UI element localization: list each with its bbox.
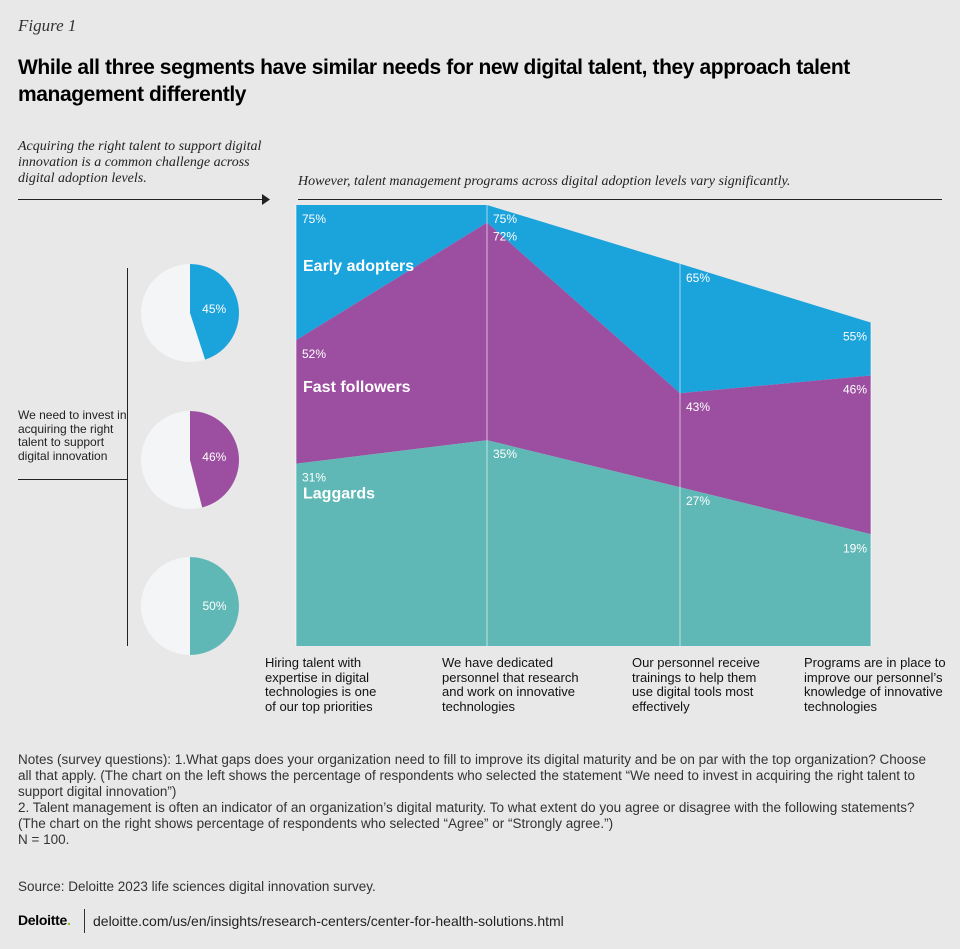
pie-statement: We need to invest in acquiring the right… xyxy=(18,408,127,463)
area-value-label: 43% xyxy=(686,400,710,414)
area-value-label: 55% xyxy=(843,330,867,344)
area-value-label: 75% xyxy=(302,212,326,226)
area-band-early-adopters xyxy=(296,205,871,394)
area-value-label: 31% xyxy=(302,471,326,485)
series-name-label: Fast followers xyxy=(303,379,411,396)
pie-laggards: 50% xyxy=(141,557,239,655)
pie-value-label: 45% xyxy=(202,302,226,316)
series-name-label: Early adopters xyxy=(303,258,414,275)
pie-bracket-line xyxy=(127,268,128,646)
pie-value-label: 46% xyxy=(202,450,226,464)
arrow-right-icon xyxy=(262,194,270,205)
chart-title: While all three segments have similar ne… xyxy=(18,56,850,106)
area-value-label: 27% xyxy=(686,494,710,508)
pie-charts: 45% 46% 50% xyxy=(141,264,240,655)
left-intro-text: Acquiring the right talent to support di… xyxy=(18,139,262,186)
logo-text: Deloitte xyxy=(18,912,67,928)
left-intro-rule xyxy=(18,199,268,200)
note-1: Notes (survey questions): 1.What gaps do… xyxy=(18,752,927,799)
x-category-label: Hiring talent with expertise in digital … xyxy=(265,655,377,714)
pie-slice xyxy=(190,411,240,508)
series-name-label: Laggards xyxy=(303,486,375,503)
area-chart: 75% 75% 65% 55% 52% 72% 43% 46% 31% 35% 27% 19% Earl… xyxy=(295,205,872,646)
area-value-label: 75% xyxy=(493,212,517,226)
x-category-label: We have dedicated personnel that researc… xyxy=(442,655,579,714)
footer-divider xyxy=(84,909,85,933)
x-category-label: Our personnel receive trainings to help … xyxy=(632,655,760,714)
pie-fast-followers: 46% xyxy=(141,411,240,509)
pie-value-label: 50% xyxy=(202,599,226,613)
note-sample-size: N = 100. xyxy=(18,832,70,847)
figure-label: Figure 1 xyxy=(18,16,77,35)
area-value-label: 19% xyxy=(843,541,867,555)
statement-connector-line xyxy=(18,479,128,480)
area-band-fast-followers xyxy=(296,222,871,535)
pie-slice xyxy=(190,264,239,360)
area-value-label: 65% xyxy=(686,271,710,285)
note-2: 2. Talent management is often an indicat… xyxy=(18,800,915,831)
source-text: Source: Deloitte 2023 life sciences digi… xyxy=(18,879,376,894)
area-value-label: 46% xyxy=(843,383,867,397)
pie-slice xyxy=(190,557,239,655)
x-category-label: Programs are in place to improve our per… xyxy=(804,655,946,714)
right-intro-rule xyxy=(298,199,942,200)
right-intro-text: However, talent management programs acro… xyxy=(298,174,791,189)
pie-early-adopters: 45% xyxy=(141,264,239,362)
area-value-label: 72% xyxy=(493,230,517,244)
logo-dot: . xyxy=(66,912,71,928)
area-value-label: 35% xyxy=(493,447,517,461)
footer-url[interactable]: deloitte.com/us/en/insights/research-cen… xyxy=(93,913,564,929)
area-band-laggards xyxy=(296,440,871,646)
notes: Notes (survey questions): 1.What gaps do… xyxy=(18,752,943,848)
deloitte-logo: Deloitte. xyxy=(18,912,71,928)
area-value-label: 52% xyxy=(302,347,326,361)
